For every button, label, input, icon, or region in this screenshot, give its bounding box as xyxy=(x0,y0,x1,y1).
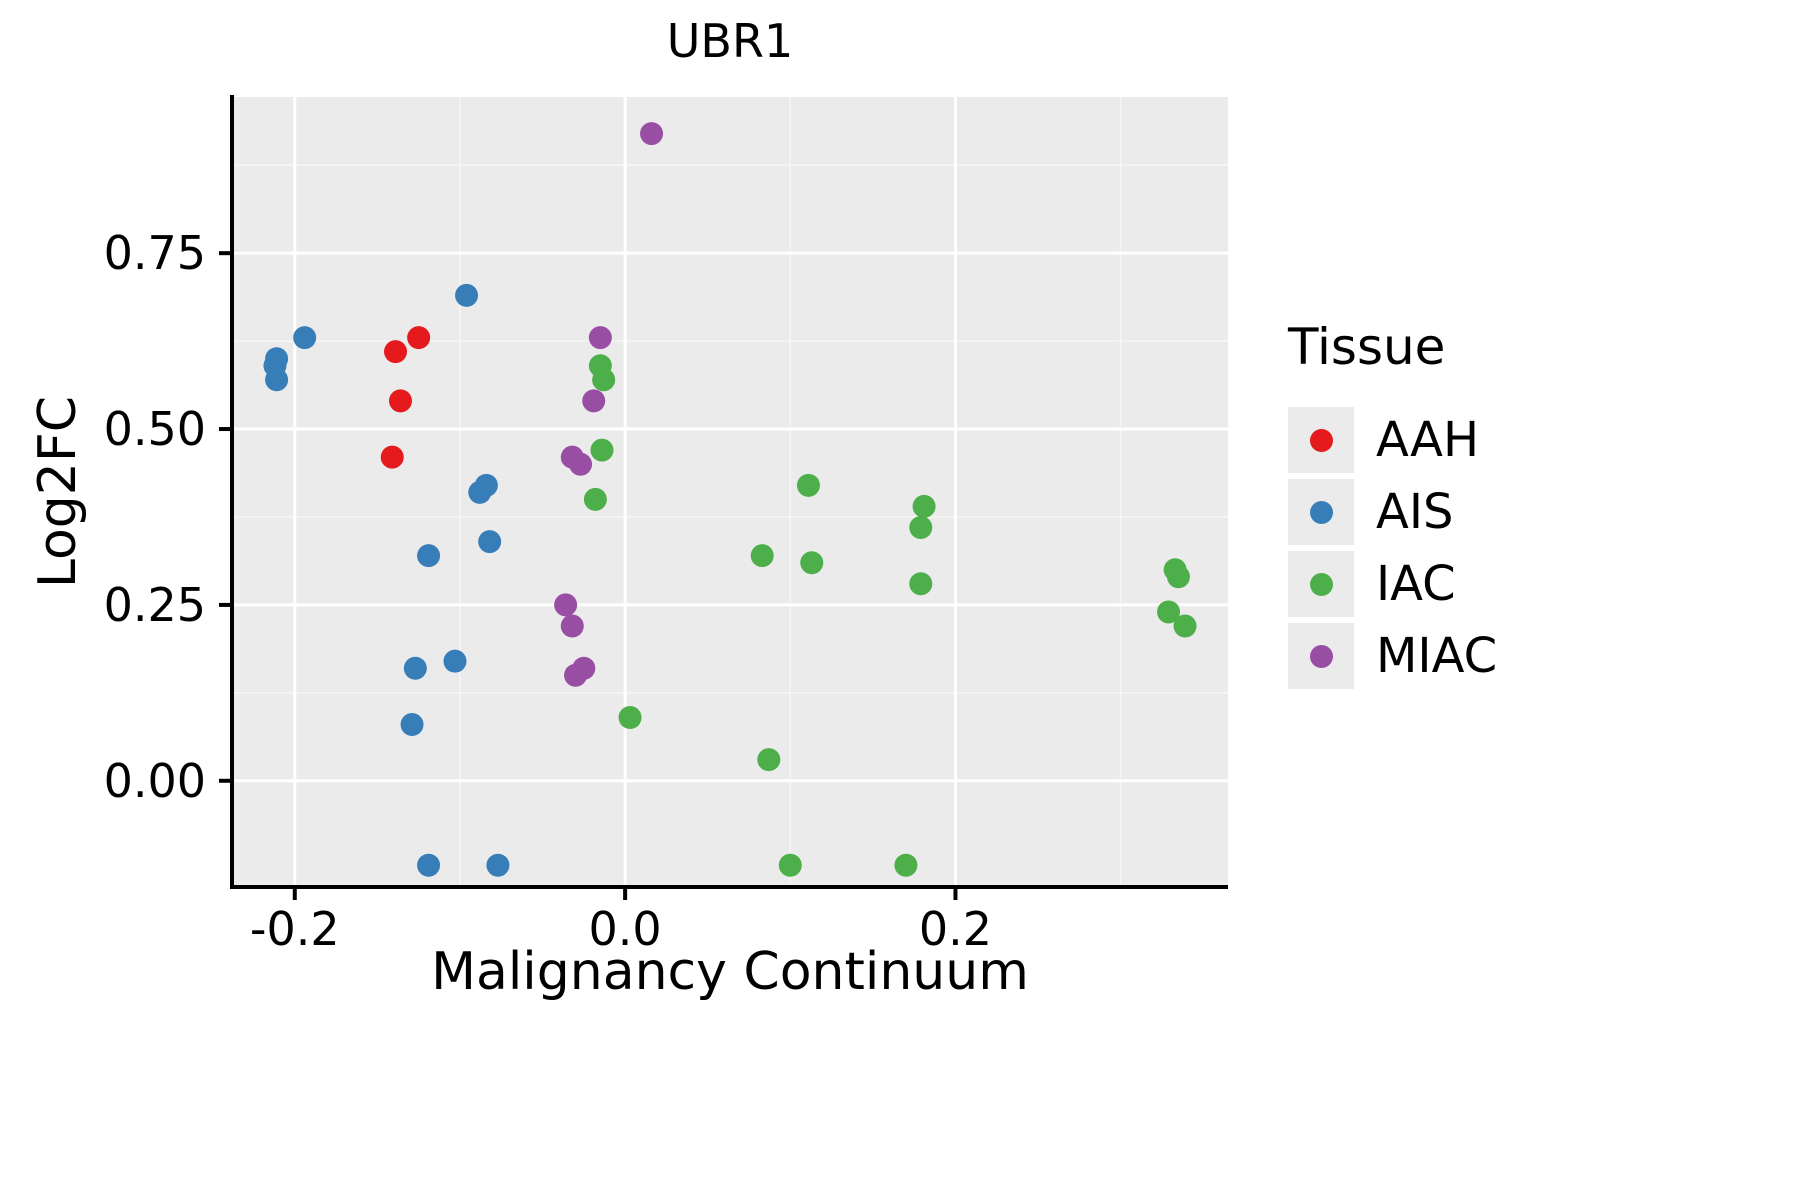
data-point-miac xyxy=(564,663,588,687)
data-point-miac xyxy=(588,326,612,350)
legend-label: IAC xyxy=(1376,556,1456,612)
legend-title: Tissue xyxy=(1288,318,1446,376)
data-point-iac xyxy=(912,494,936,518)
data-point-iac xyxy=(583,487,607,511)
legend-dot-icon xyxy=(1309,572,1333,596)
legend-dot-icon xyxy=(1309,644,1333,668)
legend-entry-iac: IAC xyxy=(1288,548,1497,620)
x-tick-label: -0.2 xyxy=(249,902,340,956)
y-tick-label: 0.75 xyxy=(103,226,206,281)
data-point-ais xyxy=(455,283,479,307)
y-tick-label: 0.50 xyxy=(103,402,206,457)
x-axis-label: Malignancy Continuum xyxy=(431,942,1029,1002)
legend-key xyxy=(1288,407,1354,473)
data-point-miac xyxy=(560,614,584,638)
data-point-ais xyxy=(478,530,502,554)
legend-dot-icon xyxy=(1309,500,1333,524)
y-axis-tick-labels: 0.00 0.25 0.50 0.75 xyxy=(0,0,212,1200)
data-point-iac xyxy=(909,572,933,596)
data-point-ais xyxy=(403,656,427,680)
data-point-ais xyxy=(417,544,441,568)
data-point-iac xyxy=(778,853,802,877)
data-point-iac xyxy=(1166,565,1190,589)
data-point-ais xyxy=(265,368,289,392)
data-point-aah xyxy=(388,389,412,413)
data-point-miac xyxy=(554,593,578,617)
data-point-aah xyxy=(380,445,404,469)
data-point-miac xyxy=(569,452,593,476)
legend-key xyxy=(1288,551,1354,617)
legend-dot-icon xyxy=(1309,428,1333,452)
data-point-iac xyxy=(1157,600,1181,624)
data-point-iac xyxy=(757,748,781,772)
x-tick-label: 0.2 xyxy=(918,902,993,956)
data-point-iac xyxy=(909,516,933,540)
data-point-iac xyxy=(618,705,642,729)
legend-key xyxy=(1288,623,1354,689)
legend-label: AIS xyxy=(1376,484,1454,540)
data-point-ais xyxy=(443,649,467,673)
legend-entries: AAH AIS IAC MIAC xyxy=(1288,404,1497,692)
data-point-miac xyxy=(640,122,664,146)
y-tick-label: 0.25 xyxy=(103,577,206,632)
data-point-aah xyxy=(384,340,408,364)
data-point-ais xyxy=(400,712,424,736)
panel-background xyxy=(232,97,1228,887)
data-point-iac xyxy=(800,551,824,575)
legend-label: AAH xyxy=(1376,412,1480,468)
y-tick-label: 0.00 xyxy=(103,753,206,808)
data-point-ais xyxy=(468,480,492,504)
legend-entry-ais: AIS xyxy=(1288,476,1497,548)
data-point-iac xyxy=(796,473,820,497)
legend: Tissue AAH AIS IAC MIAC xyxy=(1288,318,1497,692)
data-point-iac xyxy=(894,853,918,877)
plot-title: UBR1 xyxy=(666,14,794,68)
data-point-aah xyxy=(407,326,431,350)
legend-label: MIAC xyxy=(1376,628,1498,684)
legend-entry-aah: AAH xyxy=(1288,404,1497,476)
legend-entry-miac: MIAC xyxy=(1288,620,1497,692)
data-point-ais xyxy=(417,853,441,877)
data-point-ais xyxy=(293,326,317,350)
data-point-iac xyxy=(592,368,616,392)
data-point-iac xyxy=(750,544,774,568)
data-point-iac xyxy=(590,438,614,462)
data-point-ais xyxy=(486,853,510,877)
x-tick-label: 0.0 xyxy=(588,902,662,956)
data-point-iac xyxy=(1173,614,1197,638)
legend-key xyxy=(1288,479,1354,545)
data-point-miac xyxy=(582,389,606,413)
